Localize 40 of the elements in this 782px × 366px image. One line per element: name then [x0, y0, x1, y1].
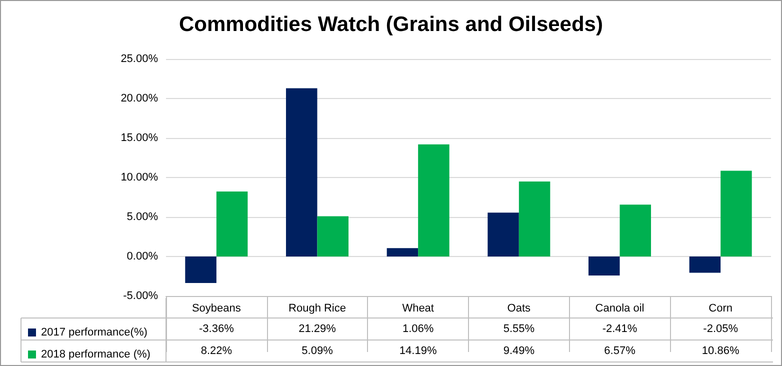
data-label: 21.29% [298, 323, 336, 335]
data-label: 1.06% [402, 323, 434, 335]
x-tick-label: Wheat [402, 302, 434, 314]
x-tick-label: Corn [708, 302, 733, 314]
y-tick-label: 20.00% [120, 92, 158, 104]
bar [418, 144, 450, 256]
bar [216, 192, 248, 256]
bar [588, 256, 620, 276]
bar [386, 248, 418, 256]
data-label: 5.55% [503, 323, 535, 335]
y-tick-label: 25.00% [120, 53, 158, 65]
x-tick-label: Rough Rice [288, 302, 346, 314]
bar [720, 170, 752, 256]
data-label: 9.49% [503, 345, 535, 357]
chart-title: Commodities Watch (Grains and Oilseeds) [179, 13, 603, 36]
bar [620, 204, 652, 256]
bar [689, 256, 721, 273]
x-tick-label: Oats [507, 302, 532, 314]
y-tick-label: 0.00% [126, 250, 158, 262]
data-label: -2.41% [602, 323, 638, 335]
data-label: 8.22% [200, 345, 232, 357]
y-tick-label: 5.00% [126, 211, 158, 223]
y-tick-label: 15.00% [120, 132, 158, 144]
data-label: -3.36% [198, 323, 234, 335]
bar [185, 256, 216, 284]
data-label: 6.57% [604, 345, 636, 357]
x-tick-label: Canola oil [595, 302, 644, 314]
y-tick-label: 10.00% [120, 172, 158, 184]
data-label: 10.86% [702, 345, 740, 357]
data-label: 14.19% [399, 345, 437, 357]
y-tick-label: -5.00% [123, 290, 158, 302]
bar [518, 182, 550, 256]
x-tick-label: Soybeans [192, 302, 242, 314]
bar [488, 212, 519, 256]
legend-label: 2018 performance (%) [41, 348, 150, 360]
data-label: -2.05% [703, 323, 738, 335]
data-label: 5.09% [302, 345, 334, 357]
legend-label: 2017 performance(%) [41, 326, 148, 338]
bar [286, 88, 318, 256]
bar [317, 216, 349, 256]
